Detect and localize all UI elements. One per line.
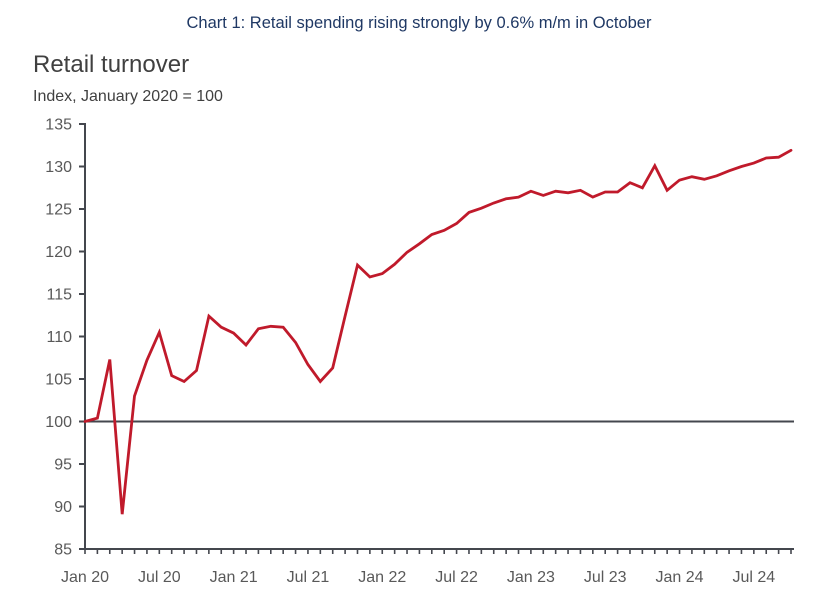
- retail-turnover-series-line: [83, 148, 793, 515]
- y-axis-tick-label: 85: [54, 542, 72, 559]
- y-axis-tick-label: 95: [54, 457, 72, 474]
- x-axis-tick-label: Jul 23: [584, 569, 627, 586]
- y-axis-tick-label: 105: [45, 372, 72, 389]
- x-axis-tick-label: Jan 24: [656, 569, 704, 586]
- chart-caption: Chart 1: Retail spending rising strongly…: [186, 14, 652, 32]
- y-axis-tick-label: 90: [54, 499, 72, 516]
- y-axis-tick-label: 110: [46, 329, 72, 346]
- x-axis-tick-label: Jul 24: [732, 569, 775, 586]
- chart-subtitle: Index, January 2020 = 100: [33, 88, 223, 105]
- x-axis-tick-label: Jul 22: [435, 569, 478, 586]
- y-axis-tick-label: 115: [46, 287, 72, 304]
- x-axis-tick-label: Jan 22: [358, 569, 406, 586]
- x-axis-tick-label: Jan 21: [210, 569, 258, 586]
- x-axis-tick-label: Jan 20: [61, 569, 109, 586]
- y-axis-tick-label: 130: [45, 159, 72, 176]
- y-axis-tick-label: 120: [45, 244, 72, 261]
- x-axis-tick-label: Jul 21: [287, 569, 330, 586]
- y-axis-tick-label: 100: [45, 414, 72, 431]
- x-axis-tick-label: Jan 23: [507, 569, 555, 586]
- y-axis-tick-label: 125: [45, 202, 72, 219]
- chart-heading: Retail turnover: [33, 51, 190, 78]
- x-axis-tick-label: Jul 20: [138, 569, 181, 586]
- y-axis-tick-label: 135: [45, 117, 72, 134]
- retail-turnover-line-chart: 85 90 95 100 105 110 115 120 125 130 135 Jan 20 Jul …: [45, 117, 794, 586]
